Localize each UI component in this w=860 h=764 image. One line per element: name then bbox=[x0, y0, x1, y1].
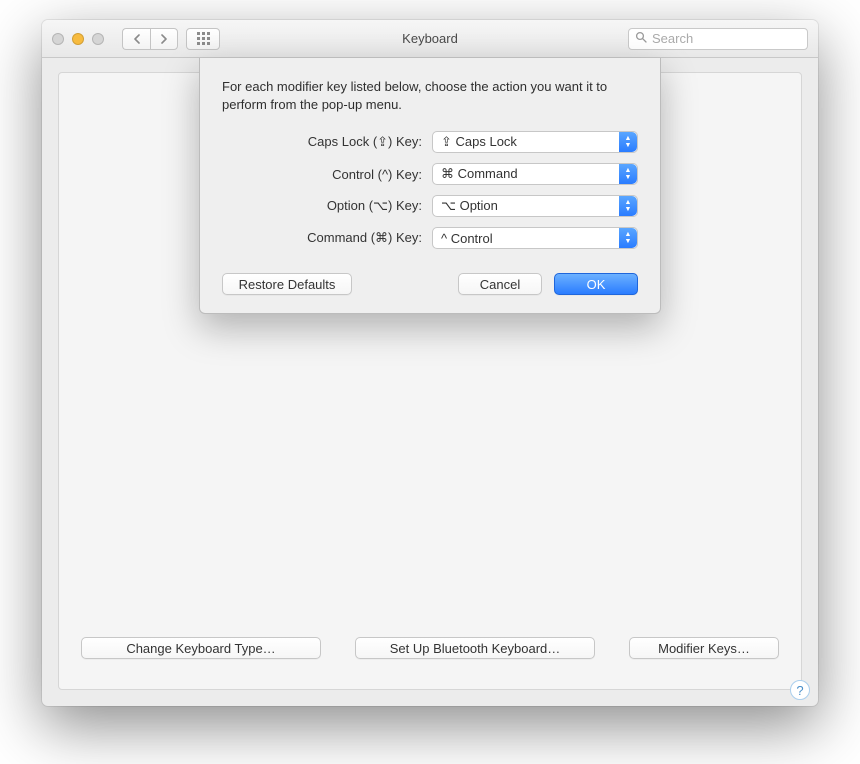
popup-value: ⌘ Command bbox=[441, 166, 518, 182]
forward-button[interactable] bbox=[150, 28, 178, 50]
modifier-keys-sheet: For each modifier key listed below, choo… bbox=[199, 58, 661, 314]
preferences-window: Keyboard Change Keyboard Type… Set Up Bl… bbox=[42, 20, 818, 706]
popup-value: ^ Control bbox=[441, 231, 493, 246]
updown-icon: ▲▼ bbox=[619, 132, 637, 152]
minimize-button[interactable] bbox=[72, 33, 84, 45]
zoom-button[interactable] bbox=[92, 33, 104, 45]
row-label: Control (^) Key: bbox=[222, 167, 422, 182]
command-popup[interactable]: ^ Control ▲▼ bbox=[432, 227, 638, 249]
popup-value: ⇪ Caps Lock bbox=[441, 134, 517, 150]
row-control: Control (^) Key: ⌘ Command ▲▼ bbox=[222, 163, 638, 185]
chevron-right-icon bbox=[160, 34, 168, 44]
nav-buttons bbox=[122, 28, 178, 50]
updown-icon: ▲▼ bbox=[619, 196, 637, 216]
modifier-rows: Caps Lock (⇪) Key: ⇪ Caps Lock ▲▼ Contro… bbox=[222, 131, 638, 249]
ok-button[interactable]: OK bbox=[554, 273, 638, 295]
grid-icon bbox=[197, 32, 210, 45]
row-capslock: Caps Lock (⇪) Key: ⇪ Caps Lock ▲▼ bbox=[222, 131, 638, 153]
row-label: Command (⌘) Key: bbox=[222, 230, 422, 246]
modifier-keys-button[interactable]: Modifier Keys… bbox=[629, 637, 779, 659]
cancel-button[interactable]: Cancel bbox=[458, 273, 542, 295]
change-keyboard-type-button[interactable]: Change Keyboard Type… bbox=[81, 637, 321, 659]
search-field[interactable] bbox=[628, 28, 808, 50]
show-all-button[interactable] bbox=[186, 28, 220, 50]
traffic-lights bbox=[52, 33, 104, 45]
control-popup[interactable]: ⌘ Command ▲▼ bbox=[432, 163, 638, 185]
footer-buttons: Change Keyboard Type… Set Up Bluetooth K… bbox=[81, 637, 779, 659]
help-button[interactable]: ? bbox=[790, 680, 810, 700]
row-label: Option (⌥) Key: bbox=[222, 198, 422, 214]
chevron-left-icon bbox=[133, 34, 141, 44]
search-input[interactable] bbox=[652, 31, 801, 46]
titlebar: Keyboard bbox=[42, 20, 818, 58]
capslock-popup[interactable]: ⇪ Caps Lock ▲▼ bbox=[432, 131, 638, 153]
row-label: Caps Lock (⇪) Key: bbox=[222, 134, 422, 150]
updown-icon: ▲▼ bbox=[619, 164, 637, 184]
option-popup[interactable]: ⌥ Option ▲▼ bbox=[432, 195, 638, 217]
restore-defaults-button[interactable]: Restore Defaults bbox=[222, 273, 352, 295]
close-button[interactable] bbox=[52, 33, 64, 45]
updown-icon: ▲▼ bbox=[619, 228, 637, 248]
row-option: Option (⌥) Key: ⌥ Option ▲▼ bbox=[222, 195, 638, 217]
search-icon bbox=[635, 31, 647, 46]
back-button[interactable] bbox=[122, 28, 150, 50]
row-command: Command (⌘) Key: ^ Control ▲▼ bbox=[222, 227, 638, 249]
setup-bluetooth-button[interactable]: Set Up Bluetooth Keyboard… bbox=[355, 637, 595, 659]
popup-value: ⌥ Option bbox=[441, 198, 498, 214]
sheet-button-row: Restore Defaults Cancel OK bbox=[222, 273, 638, 295]
sheet-description: For each modifier key listed below, choo… bbox=[222, 78, 638, 113]
